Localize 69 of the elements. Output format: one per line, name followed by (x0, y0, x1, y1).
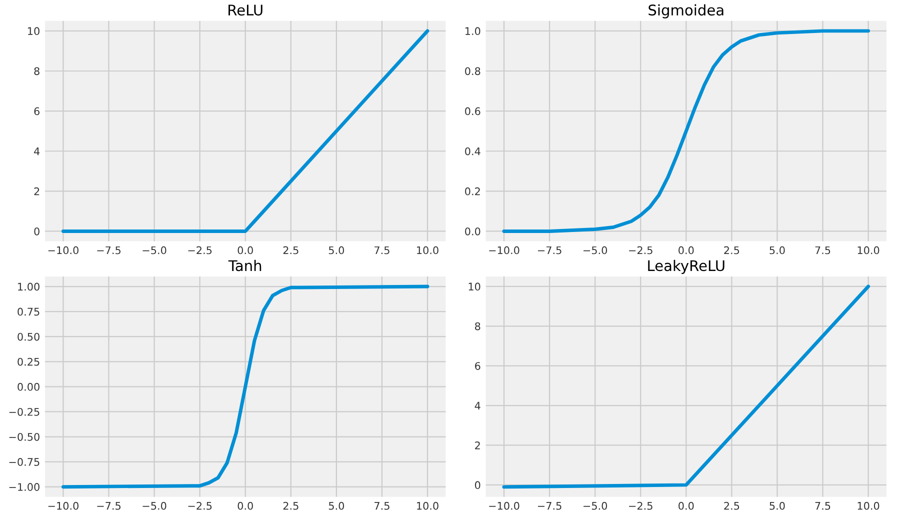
x-tick-label: 10.0 (858, 246, 880, 254)
x-tick-label: −2.5 (188, 502, 212, 510)
y-tick-label: 1.0 (466, 27, 480, 36)
y-tick-label: 10 (468, 282, 480, 291)
x-tick-label: 5.0 (328, 246, 344, 254)
y-tick-label: 0.0 (465, 227, 480, 236)
x-tick-label: 5.0 (770, 246, 785, 254)
x-tick-label: −7.5 (538, 246, 562, 254)
line-series (502, 29, 870, 233)
y-tick-label: 0.2 (465, 187, 480, 196)
y-tick-label: 10 (28, 27, 40, 36)
x-tick-label: 7.5 (815, 502, 830, 510)
x-tick-label: 10.0 (858, 502, 880, 510)
y-tick-label: 4 (34, 147, 40, 156)
chart-title: Tanh (228, 260, 262, 272)
y-tick-label: 1.00 (18, 282, 40, 291)
x-tick-label: −2.5 (629, 246, 652, 254)
y-tick-label: 6 (34, 107, 40, 116)
y-tick-label: 0.4 (465, 147, 480, 156)
x-tick-label: 0.0 (678, 502, 694, 510)
x-tick-label: −5.0 (584, 502, 608, 510)
y-tick-label: 0 (34, 227, 40, 236)
y-tick-label: 2 (34, 187, 40, 196)
x-tick-label: 2.5 (283, 502, 298, 510)
y-tick-label: 0.25 (18, 358, 40, 366)
x-tick-label: 2.5 (724, 246, 740, 254)
x-tick-label: 7.5 (374, 246, 390, 254)
x-tick-label: −2.5 (188, 246, 212, 254)
y-tick-label: 4 (474, 402, 480, 410)
x-tick-label: −7.5 (97, 502, 120, 510)
y-tick-label: 8 (475, 322, 480, 330)
x-tick-label: 2.5 (724, 502, 740, 510)
y-tick-label: 0.50 (18, 332, 40, 341)
x-tick-label: 0.0 (238, 502, 253, 510)
x-tick-label: 0.0 (678, 246, 694, 254)
x-tick-label: −5.0 (584, 246, 608, 254)
x-tick-label: −2.5 (629, 502, 652, 510)
x-tick-label: 7.5 (815, 246, 830, 254)
x-tick-label: 10.0 (417, 246, 438, 254)
y-tick-label: −0.50 (9, 432, 40, 441)
x-tick-label: −10.0 (489, 502, 520, 510)
x-tick-label: −10.0 (489, 246, 520, 254)
x-tick-label: −5.0 (142, 246, 166, 254)
x-tick-label: 0.0 (238, 246, 253, 254)
y-tick-label: −0.75 (9, 458, 40, 466)
y-tick-label: 2 (475, 441, 480, 450)
y-tick-label: 8 (34, 67, 40, 76)
y-tick-label: 0 (474, 481, 480, 490)
chart-title: ReLU (228, 4, 262, 16)
line-series (61, 284, 430, 489)
x-tick-label: −7.5 (538, 502, 562, 510)
x-tick-label: 5.0 (328, 502, 344, 510)
x-tick-label: 2.5 (283, 246, 298, 254)
y-tick-label: −1.00 (9, 483, 40, 491)
x-tick-label: 7.5 (374, 502, 390, 510)
y-tick-label: 0.8 (465, 67, 480, 76)
x-tick-label: 10.0 (417, 502, 438, 510)
y-tick-label: 0.75 (18, 308, 40, 316)
y-tick-label: 0.00 (18, 382, 40, 391)
y-tick-label: −0.25 (9, 408, 40, 416)
x-tick-label: −10.0 (48, 502, 78, 510)
y-tick-label: 0.6 (465, 107, 480, 116)
x-tick-label: 5.0 (770, 502, 785, 510)
chart-title: LeakyReLU (648, 260, 724, 274)
y-tick-label: 6 (475, 362, 480, 370)
chart-title: Sigmoidea (648, 4, 724, 18)
x-tick-label: −5.0 (142, 502, 166, 510)
x-tick-label: −7.5 (97, 246, 120, 254)
x-tick-label: −10.0 (48, 246, 78, 254)
